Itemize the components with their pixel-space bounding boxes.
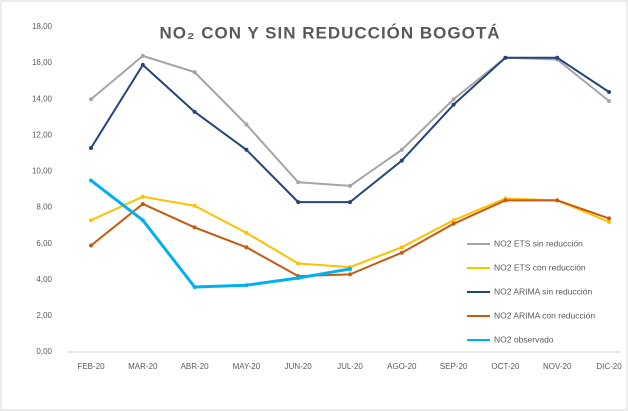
x-tick-label: DIC-20: [596, 362, 622, 371]
legend-label: NO2 ARIMA con reducción: [494, 310, 595, 320]
y-tick-label: 4,00: [36, 275, 52, 284]
point-marker: [399, 158, 404, 163]
point-marker: [296, 200, 301, 205]
point-marker: [555, 55, 560, 60]
point-marker: [89, 97, 93, 102]
point-marker: [89, 178, 93, 183]
point-marker: [399, 250, 404, 255]
point-marker: [192, 225, 197, 230]
point-marker: [503, 55, 508, 60]
legend-label: NO2 ETS sin reducción: [494, 238, 583, 248]
point-marker: [140, 62, 145, 67]
point-marker: [192, 285, 197, 289]
y-tick-label: 6,00: [36, 239, 52, 248]
point-marker: [348, 200, 352, 205]
x-tick-label: JUN-20: [285, 362, 313, 371]
x-tick-label: NOV-20: [543, 362, 572, 371]
y-tick-label: 2,00: [36, 311, 52, 320]
point-marker: [140, 218, 145, 223]
point-marker: [244, 147, 249, 152]
y-tick-label: 16,00: [32, 58, 53, 67]
point-marker: [296, 180, 301, 185]
chart-title: NO₂ CON Y SIN REDUCCIÓN BOGOTÁ: [159, 23, 500, 42]
point-marker: [399, 147, 404, 152]
x-tick-label: MAR-20: [128, 362, 158, 371]
point-marker: [192, 109, 197, 114]
y-tick-label: 14,00: [32, 94, 53, 103]
x-tick-label: SEP-20: [440, 362, 468, 371]
x-tick-label: JUL-20: [337, 362, 363, 371]
y-tick-label: 8,00: [36, 203, 52, 212]
legend-label: NO2 ETS con reducción: [494, 262, 586, 272]
point-marker: [244, 245, 249, 250]
point-marker: [348, 266, 352, 271]
x-tick-label: ABR-20: [181, 362, 210, 371]
point-marker: [555, 198, 560, 203]
point-marker: [244, 122, 249, 127]
point-marker: [89, 243, 93, 248]
x-tick-label: FEB-20: [77, 362, 105, 371]
point-marker: [192, 203, 197, 208]
y-tick-label: 10,00: [32, 167, 53, 176]
point-marker: [140, 201, 145, 206]
point-marker: [140, 53, 145, 58]
legend-label: NO2 ARIMA sin reducción: [494, 286, 593, 296]
point-marker: [192, 70, 197, 75]
point-marker: [348, 183, 352, 188]
series-line: [90, 179, 351, 289]
legend-label: NO2 observado: [494, 334, 554, 344]
point-marker: [451, 221, 456, 226]
x-tick-label: AGO-20: [387, 362, 417, 371]
point-marker: [296, 261, 301, 266]
point-marker: [451, 102, 456, 107]
point-marker: [348, 272, 352, 277]
point-marker: [296, 275, 301, 280]
point-marker: [607, 90, 611, 94]
point-marker: [503, 198, 508, 203]
point-marker: [399, 245, 404, 250]
point-marker: [607, 216, 611, 221]
point-marker: [451, 218, 456, 223]
y-tick-label: 0,00: [36, 347, 52, 356]
point-marker: [607, 220, 611, 224]
point-marker: [140, 194, 145, 199]
x-tick-label: OCT-20: [491, 362, 520, 371]
y-tick-label: 12,00: [32, 130, 53, 139]
point-marker: [607, 99, 611, 104]
point-marker: [244, 283, 249, 288]
x-tick-label: MAY-20: [233, 362, 261, 371]
point-marker: [451, 97, 456, 102]
point-marker: [89, 145, 93, 150]
y-tick-label: 18,00: [32, 22, 53, 31]
point-marker: [244, 230, 249, 235]
point-marker: [89, 218, 93, 223]
